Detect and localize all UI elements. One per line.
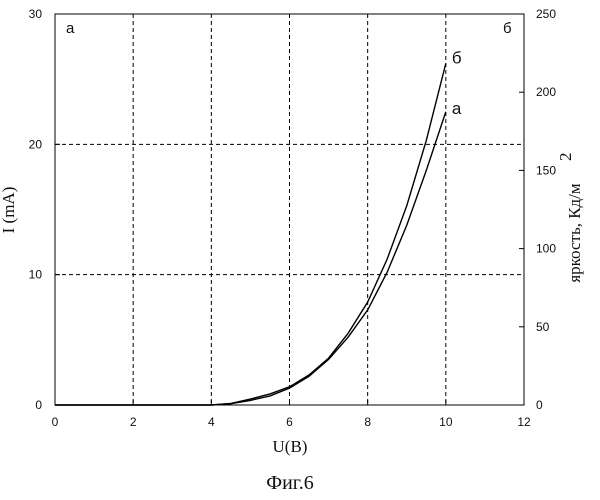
left-tick-label: 30 [29, 7, 43, 21]
right-tick-label: 0 [536, 398, 543, 412]
series-label-a: a [452, 99, 462, 118]
left-axis-title: I (mA) [0, 187, 18, 234]
x-tick-label: 6 [286, 415, 293, 429]
right-tick-label: 150 [536, 163, 556, 177]
figure-caption: Фиг.6 [266, 472, 313, 494]
series-line-b [55, 64, 446, 406]
x-tick-label: 2 [130, 415, 137, 429]
corner-label-left: a [66, 20, 75, 37]
right-axis-title-group: яркость, Кд/м 2 [556, 153, 584, 283]
right-axis-title: яркость, Кд/м [565, 183, 584, 283]
corner-label-right: б [503, 20, 512, 37]
left-tick-label: 20 [29, 137, 43, 151]
x-tick-label: 8 [364, 415, 371, 429]
right-tick-label: 200 [536, 85, 556, 99]
series-group [55, 64, 446, 406]
right-axis-title-superscript: 2 [556, 153, 575, 162]
right-tick-label: 250 [536, 7, 556, 21]
x-tick-label: 12 [517, 415, 531, 429]
x-tick-label: 10 [439, 415, 453, 429]
x-axis-title: U(B) [273, 437, 308, 456]
x-tick-label: 0 [52, 415, 59, 429]
series-label-b: б [452, 49, 462, 68]
left-tick-label: 0 [35, 398, 42, 412]
left-tick-label: 10 [29, 268, 43, 282]
right-tick-label: 50 [536, 320, 550, 334]
right-tick-label: 100 [536, 242, 556, 256]
tick-labels: 0 2 4 6 8 10 12 0 10 20 30 0 50 100 150 200 250 a б [29, 7, 557, 429]
x-tick-label: 4 [208, 415, 215, 429]
grid [55, 14, 524, 405]
